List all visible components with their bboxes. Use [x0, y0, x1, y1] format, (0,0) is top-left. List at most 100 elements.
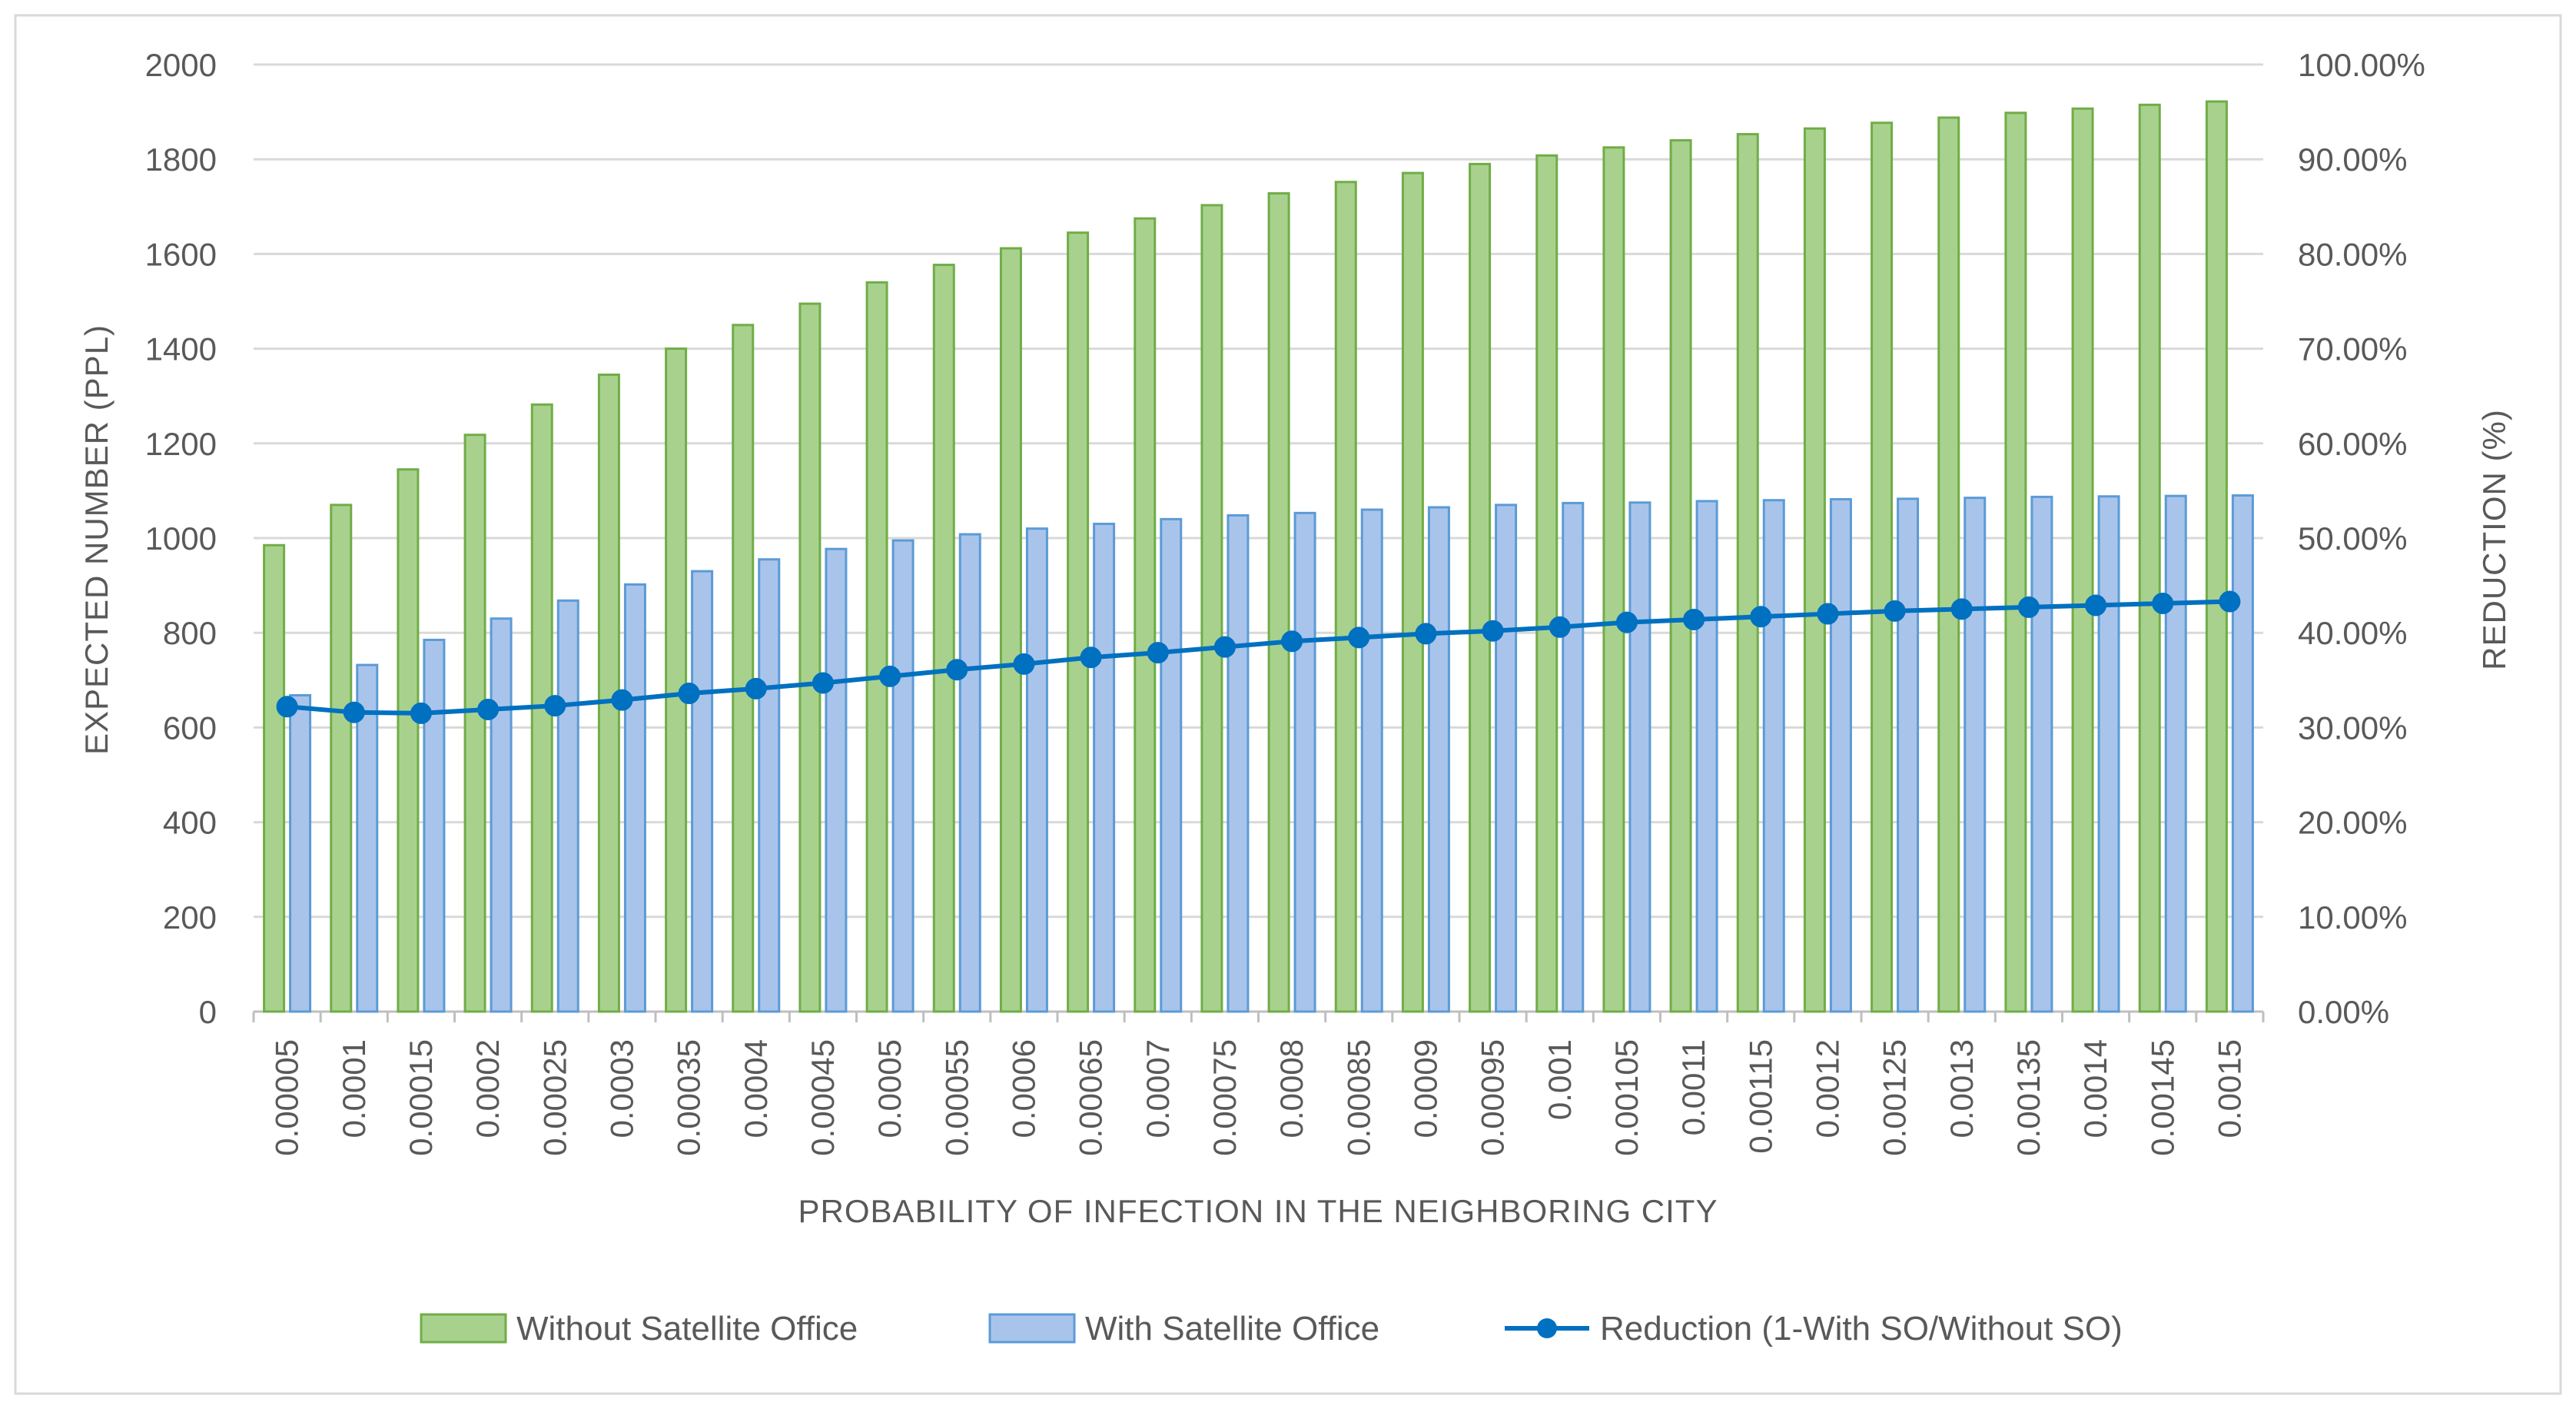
y-tick-label: 1000 [145, 520, 217, 557]
bar-with-so [758, 558, 781, 1013]
bar-without-so [798, 302, 822, 1013]
reduction-point [1013, 653, 1035, 675]
reduction-point [946, 659, 968, 681]
reduction-point [2017, 596, 2040, 618]
y2-tick-label: 10.00% [2298, 899, 2407, 935]
bar-with-so [1897, 497, 1920, 1013]
reduction-point [812, 672, 834, 694]
legend-label-with-so: With Satellite Office [1085, 1310, 1379, 1348]
bar-with-so [623, 583, 646, 1013]
bar-without-so [1937, 116, 1960, 1013]
bar-without-so [932, 264, 955, 1013]
y-tick-label: 1200 [145, 426, 217, 462]
bar-without-so [1535, 154, 1559, 1013]
x-tick-label: 0.0014 [2077, 1039, 2113, 1138]
bar-with-so [2030, 495, 2053, 1013]
bar-without-so [1200, 204, 1223, 1013]
reduction-point [2085, 594, 2107, 616]
reduction-point [276, 696, 298, 718]
reduction-point [544, 695, 566, 717]
reduction-line [287, 599, 2230, 716]
bar-without-so [2205, 100, 2228, 1013]
bar-with-so [1360, 508, 1383, 1013]
bar-with-so [1695, 500, 1718, 1013]
bar-with-so [1427, 506, 1450, 1013]
y-tick-label: 400 [163, 805, 217, 841]
x-tick-label: 0.0006 [1005, 1039, 1041, 1138]
bar-without-so [397, 468, 420, 1013]
bar-with-so [1628, 501, 1651, 1013]
bar-with-so [2164, 494, 2187, 1013]
reduction-point [1281, 630, 1303, 653]
bar-without-so [1134, 217, 1157, 1013]
x-tick-label: 0.00095 [1475, 1039, 1511, 1156]
reduction-point [1750, 606, 1772, 628]
y2-tick-label: 40.00% [2298, 615, 2407, 651]
bar-without-so [1401, 171, 1424, 1013]
x-tick-label: 0.001 [1542, 1039, 1578, 1120]
x-tick-label: 0.0008 [1273, 1039, 1310, 1138]
bar-without-so [2004, 111, 2027, 1013]
y-tick-label: 1600 [145, 236, 217, 272]
bar-series-group [263, 100, 2254, 1013]
bar-with-so [1562, 501, 1585, 1013]
reduction-point [1080, 646, 1102, 669]
bar-without-so [1736, 133, 1759, 1013]
y2-tick-label: 30.00% [2298, 709, 2407, 746]
reduction-point [1615, 611, 1638, 633]
x-tick-label: 0.00025 [536, 1039, 573, 1156]
x-tick-label: 0.00055 [938, 1039, 974, 1156]
reduction-point [1683, 608, 1705, 630]
x-tick-label: 0.00075 [1207, 1039, 1243, 1156]
bar-with-so [1160, 517, 1183, 1013]
y-tick-label: 2000 [145, 47, 217, 83]
bar-without-so [2138, 103, 2161, 1013]
y2-tick-label: 0.00% [2298, 994, 2389, 1030]
x-tick-label: 0.0012 [1809, 1039, 1845, 1138]
x-tick-label: 0.0013 [1944, 1039, 1980, 1138]
reduction-point [1213, 636, 1236, 658]
bar-with-so [2097, 495, 2120, 1013]
bar-without-so [263, 543, 286, 1013]
x-tick-label: 0.0007 [1140, 1039, 1176, 1138]
bar-with-so [1227, 513, 1250, 1013]
bar-without-so [1267, 192, 1290, 1013]
x-tick-label: 0.00135 [2010, 1039, 2047, 1156]
x-tick-label: 0.0004 [738, 1039, 774, 1138]
x-tick-label: 0.00005 [269, 1039, 305, 1156]
bar-without-so [330, 503, 353, 1013]
reduction-point [611, 689, 633, 711]
reduction-point [1415, 623, 1437, 645]
bar-with-so [1964, 497, 1987, 1013]
reduction-point [2219, 590, 2241, 613]
y-tick-label: 600 [163, 709, 217, 746]
bar-with-so [356, 663, 379, 1013]
reduction-point [1950, 598, 1973, 620]
legend-swatch-without-so [420, 1313, 507, 1344]
y-tick-label: 1800 [145, 141, 217, 178]
x-tick-label: 0.0015 [2211, 1039, 2247, 1138]
x-tick-label: 0.0001 [336, 1039, 372, 1138]
x-tick-label: 0.00045 [805, 1039, 841, 1156]
bar-with-so [556, 599, 579, 1013]
reduction-point [1884, 600, 1906, 622]
x-tick-label: 0.00125 [1877, 1039, 1913, 1156]
y-axis-title: EXPECTED NUMBER (PPL) [78, 324, 115, 755]
y-tick-label: 0 [199, 994, 217, 1030]
reduction-point [410, 702, 432, 724]
legend: Without Satellite Office With Satellite O… [420, 1310, 2123, 1348]
y2-tick-label: 80.00% [2298, 236, 2407, 272]
bar-without-so [1871, 121, 1894, 1013]
bar-with-so [1762, 499, 1785, 1013]
y2-tick-label: 70.00% [2298, 331, 2407, 367]
reduction-point [1147, 642, 1169, 664]
bar-without-so [1803, 127, 1826, 1013]
x-tick-label: 0.00085 [1340, 1039, 1376, 1156]
x-tick-label: 0.0009 [1407, 1039, 1443, 1138]
y2-tick-label: 20.00% [2298, 805, 2407, 841]
x-tick-label: 0.00015 [403, 1039, 439, 1156]
axes-group: 0 200 400 600 800 1000 1200 1400 1600 1800 2000 0.0… [145, 47, 2425, 1156]
legend-label-reduction: Reduction (1-With SO/Without SO) [1600, 1310, 2123, 1348]
reduction-point [343, 701, 365, 723]
